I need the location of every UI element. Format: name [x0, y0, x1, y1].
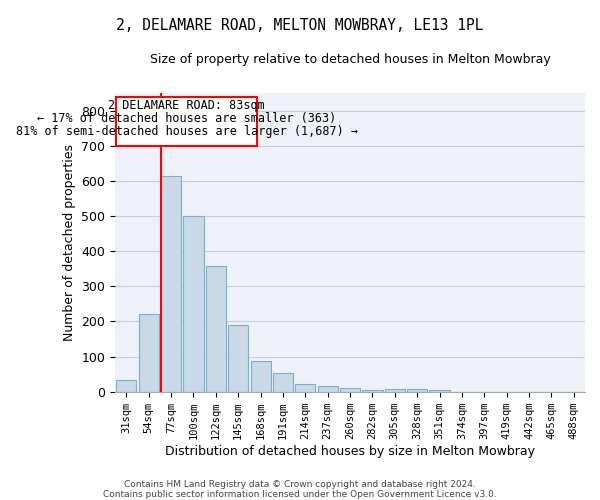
Y-axis label: Number of detached properties: Number of detached properties [63, 144, 76, 341]
Bar [206, 266, 226, 392]
X-axis label: Distribution of detached houses by size in Melton Mowbray: Distribution of detached houses by size … [165, 444, 535, 458]
Bar [251, 361, 271, 392]
Bar [228, 325, 248, 392]
Bar [430, 390, 449, 392]
Bar [317, 386, 338, 392]
Text: 2 DELAMARE ROAD: 83sqm: 2 DELAMARE ROAD: 83sqm [109, 98, 265, 112]
Text: 2, DELAMARE ROAD, MELTON MOWBRAY, LE13 1PL: 2, DELAMARE ROAD, MELTON MOWBRAY, LE13 1… [116, 18, 484, 32]
Text: 81% of semi-detached houses are larger (1,687) →: 81% of semi-detached houses are larger (… [16, 125, 358, 138]
Bar [116, 98, 257, 146]
Bar [340, 388, 360, 392]
Text: Contains public sector information licensed under the Open Government Licence v3: Contains public sector information licen… [103, 490, 497, 499]
Text: Contains HM Land Registry data © Crown copyright and database right 2024.: Contains HM Land Registry data © Crown c… [124, 480, 476, 489]
Bar [116, 380, 136, 392]
Bar [161, 176, 181, 392]
Bar [407, 390, 427, 392]
Bar [184, 216, 203, 392]
Text: ← 17% of detached houses are smaller (363): ← 17% of detached houses are smaller (36… [37, 112, 337, 125]
Bar [385, 389, 405, 392]
Bar [139, 314, 159, 392]
Bar [295, 384, 316, 392]
Bar [362, 390, 383, 392]
Bar [273, 374, 293, 392]
Title: Size of property relative to detached houses in Melton Mowbray: Size of property relative to detached ho… [149, 52, 550, 66]
